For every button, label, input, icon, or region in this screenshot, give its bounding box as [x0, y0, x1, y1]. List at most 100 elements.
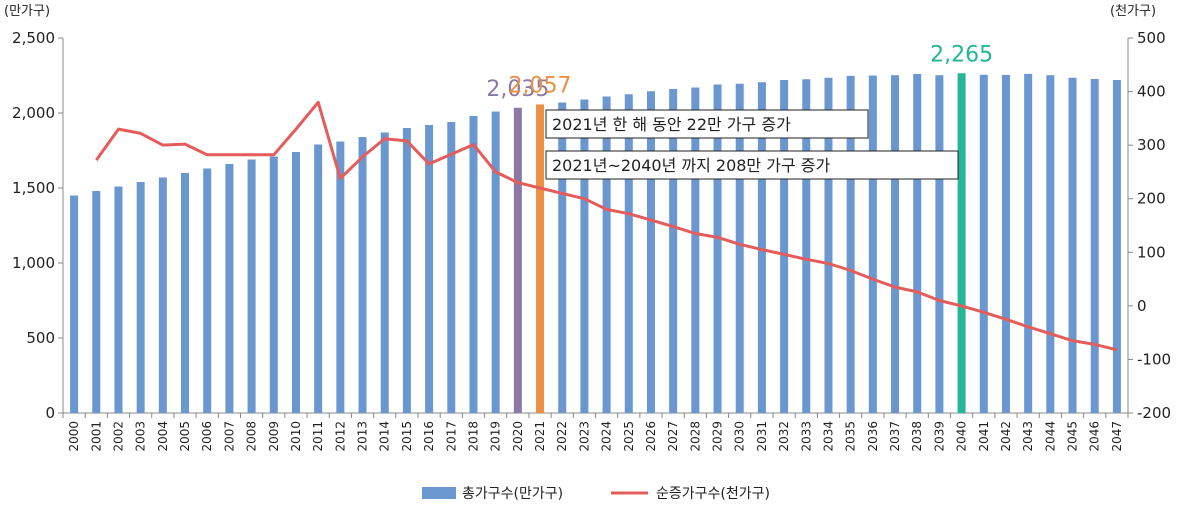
bar-2026 [646, 91, 655, 413]
right-tick-label: -200 [1137, 404, 1171, 422]
bar-2013 [358, 137, 367, 413]
callout-2-box [545, 150, 959, 180]
bar-2001 [92, 191, 101, 413]
right-tick-label: 400 [1137, 83, 1166, 101]
bar-2044 [1046, 75, 1055, 413]
x-tick-label: 2001 [89, 421, 103, 452]
x-tick-label: 2014 [378, 421, 392, 452]
callout-2: 2021년~2040년 까지 208만 가구 증가 [545, 150, 959, 180]
x-tick-label: 2010 [289, 421, 303, 452]
callout-1-text: 2021년 한 해 동안 22만 가구 증가 [552, 115, 791, 134]
x-tick-label: 2040 [955, 421, 969, 452]
x-tick-label: 2021 [533, 421, 547, 452]
bar-2000 [70, 195, 79, 413]
x-tick-label: 2006 [200, 421, 214, 452]
highlight-label-2020: 2,035 [486, 77, 549, 102]
x-tick-label: 2038 [910, 421, 924, 452]
x-tick-label: 2027 [666, 421, 680, 452]
bar-2039 [935, 75, 944, 413]
bar-2007 [225, 164, 234, 413]
left-tick-label: 1,000 [12, 254, 55, 272]
x-tick-label: 2047 [1110, 421, 1124, 452]
bar-2002 [114, 186, 123, 413]
x-tick-label: 2028 [688, 421, 702, 452]
right-axis-unit: (천가구) [1110, 4, 1156, 19]
left-tick-label: 1,500 [12, 179, 55, 197]
bar-2036 [868, 75, 877, 413]
legend-bar-label: 총가구수(만가구) [462, 486, 563, 502]
left-axis-unit: (만가구) [4, 4, 50, 19]
bar-2034 [824, 77, 833, 413]
left-tick-label: 2,500 [12, 29, 55, 47]
x-tick-label: 2019 [489, 421, 503, 452]
x-tick-label: 2045 [1066, 421, 1080, 452]
bar-2046 [1090, 78, 1099, 413]
bar-2019 [491, 111, 500, 413]
x-tick-label: 2007 [222, 421, 236, 452]
right-tick-label: 300 [1137, 136, 1166, 154]
bar-2018 [469, 116, 478, 413]
x-tick-label: 2024 [600, 421, 614, 452]
x-tick-label: 2002 [111, 421, 125, 452]
x-tick-label: 2017 [444, 421, 458, 452]
x-tick-label: 2046 [1088, 421, 1102, 452]
left-tick-label: 2,000 [12, 104, 55, 122]
callout-1-box [545, 109, 869, 139]
bar-2047 [1112, 80, 1121, 413]
bar-2042 [1001, 74, 1010, 414]
line-series [95, 100, 1118, 352]
bar-2035 [846, 75, 855, 414]
x-tick-label: 2012 [333, 421, 347, 452]
bar-2014 [380, 132, 389, 413]
x-tick-label: 2029 [711, 421, 725, 452]
x-tick-label: 2036 [866, 421, 880, 452]
x-tick-label: 2004 [156, 421, 170, 452]
bar-2045 [1068, 77, 1077, 413]
x-tick-label: 2026 [644, 421, 658, 452]
x-tick-label: 2035 [844, 421, 858, 452]
axes: 05001,0001,5002,0002,500-200-10001002003… [12, 29, 1171, 452]
legend-line-label: 순증가구수(천가구) [656, 486, 770, 502]
bar-2032 [780, 80, 789, 413]
right-tick-label: 0 [1137, 297, 1147, 315]
x-tick-label: 2013 [356, 421, 370, 452]
x-tick-label: 2044 [1043, 421, 1057, 452]
bar-2016 [425, 125, 434, 413]
right-tick-label: 200 [1137, 190, 1166, 208]
bar-2029 [713, 84, 722, 413]
bar-2011 [314, 144, 323, 413]
x-tick-label: 2018 [466, 421, 480, 452]
bar-2040 [957, 73, 966, 413]
bar-2023 [580, 99, 589, 413]
highlight-label-2021: 2,057 [509, 73, 572, 98]
bar-2020 [513, 107, 522, 413]
x-tick-label: 2041 [977, 421, 991, 452]
x-tick-label: 2034 [821, 421, 835, 452]
highlight-label-2040: 2,265 [930, 42, 993, 67]
x-tick-label: 2011 [311, 421, 325, 452]
bar-2025 [624, 94, 633, 413]
x-tick-label: 2039 [932, 421, 946, 452]
bar-2022 [558, 102, 567, 413]
x-tick-label: 2009 [267, 421, 281, 452]
bar-2008 [247, 159, 256, 413]
x-tick-label: 2031 [755, 421, 769, 452]
bar-2009 [269, 156, 278, 413]
bar-2041 [979, 74, 988, 413]
callout-1: 2021년 한 해 동안 22만 가구 증가 [545, 109, 869, 139]
bar-2012 [336, 141, 345, 413]
bar-2003 [136, 182, 145, 413]
x-tick-label: 2015 [400, 421, 414, 452]
legend-bar-swatch [422, 487, 456, 499]
bar-2024 [602, 96, 611, 413]
x-tick-label: 2037 [888, 421, 902, 452]
bar-2015 [402, 128, 411, 413]
bar-2005 [181, 173, 190, 413]
bar-2031 [757, 82, 766, 413]
x-tick-label: 2030 [733, 421, 747, 452]
x-tick-label: 2016 [422, 421, 436, 452]
callout-2-text: 2021년~2040년 까지 208만 가구 증가 [552, 156, 830, 175]
left-tick-label: 500 [26, 329, 55, 347]
